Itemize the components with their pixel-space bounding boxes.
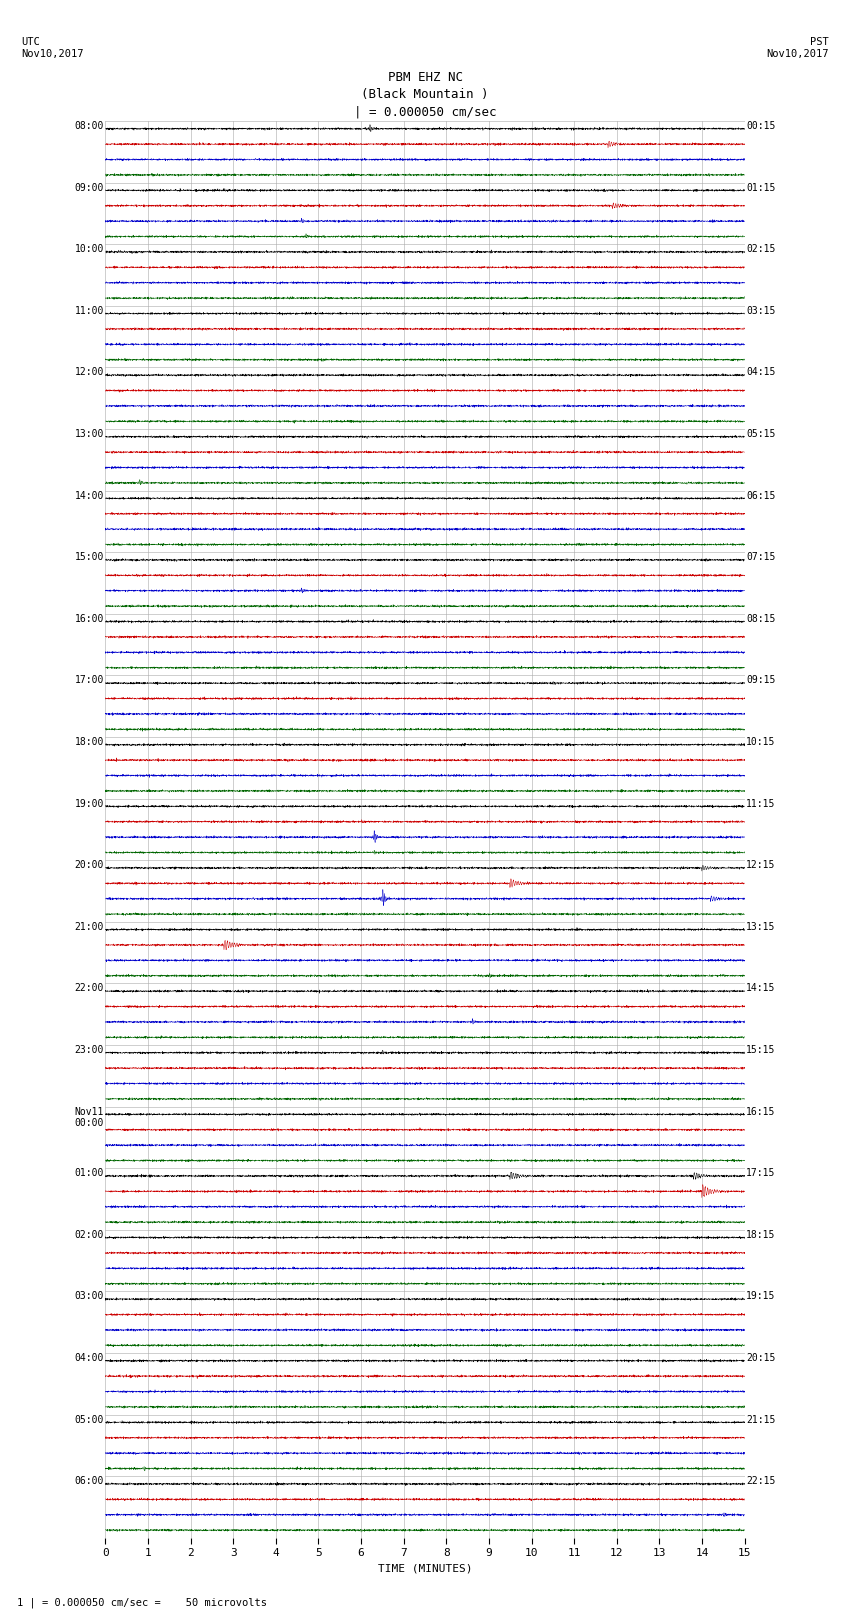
Title: PBM EHZ NC
(Black Mountain )
| = 0.000050 cm/sec: PBM EHZ NC (Black Mountain ) | = 0.00005… xyxy=(354,71,496,118)
X-axis label: TIME (MINUTES): TIME (MINUTES) xyxy=(377,1565,473,1574)
Text: UTC
Nov10,2017: UTC Nov10,2017 xyxy=(21,37,84,58)
Text: 1 | = 0.000050 cm/sec =    50 microvolts: 1 | = 0.000050 cm/sec = 50 microvolts xyxy=(17,1597,267,1608)
Text: PST
Nov10,2017: PST Nov10,2017 xyxy=(766,37,829,58)
